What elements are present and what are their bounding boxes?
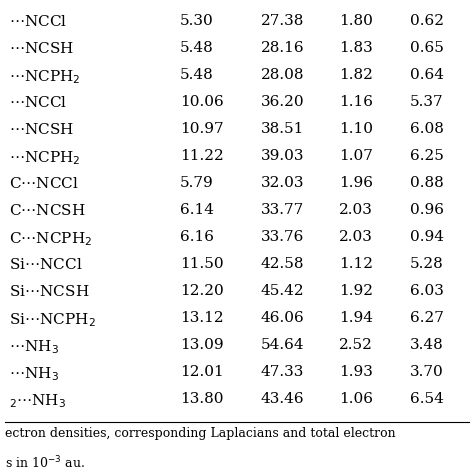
Text: $\cdots$NCPH$_2$: $\cdots$NCPH$_2$ [9,149,81,167]
Text: C$\cdots$NCPH$_2$: C$\cdots$NCPH$_2$ [9,230,93,248]
Text: 1.16: 1.16 [339,95,373,109]
Text: 1.83: 1.83 [339,41,373,55]
Text: 13.09: 13.09 [180,338,224,353]
Text: 1.80: 1.80 [339,14,373,28]
Text: 10.06: 10.06 [180,95,224,109]
Text: $\cdots$NCCl: $\cdots$NCCl [9,14,68,29]
Text: Si$\cdots$NCPH$_2$: Si$\cdots$NCPH$_2$ [9,311,96,329]
Text: 6.16: 6.16 [180,230,214,245]
Text: 33.77: 33.77 [261,203,304,218]
Text: $_2\cdots$NH$_3$: $_2\cdots$NH$_3$ [9,392,67,410]
Text: s in 10$^{-3}$ au.: s in 10$^{-3}$ au. [5,455,85,472]
Text: C$\cdots$NCCl: C$\cdots$NCCl [9,176,80,191]
Text: 42.58: 42.58 [261,257,304,272]
Text: 2.03: 2.03 [339,230,373,245]
Text: 6.03: 6.03 [410,284,444,299]
Text: 47.33: 47.33 [261,365,304,380]
Text: 5.30: 5.30 [180,14,214,28]
Text: 1.07: 1.07 [339,149,373,164]
Text: 36.20: 36.20 [261,95,304,109]
Text: 32.03: 32.03 [261,176,304,191]
Text: $\cdots$NCPH$_2$: $\cdots$NCPH$_2$ [9,68,81,86]
Text: 1.82: 1.82 [339,68,373,82]
Text: 5.28: 5.28 [410,257,444,272]
Text: $\cdots$NH$_3$: $\cdots$NH$_3$ [9,365,59,383]
Text: 43.46: 43.46 [261,392,304,407]
Text: 38.51: 38.51 [261,122,304,137]
Text: 1.96: 1.96 [339,176,373,191]
Text: ectron densities, corresponding Laplacians and total electron: ectron densities, corresponding Laplacia… [5,427,395,439]
Text: 1.12: 1.12 [339,257,373,272]
Text: 5.48: 5.48 [180,41,214,55]
Text: 0.64: 0.64 [410,68,444,82]
Text: 1.10: 1.10 [339,122,373,137]
Text: 2.52: 2.52 [339,338,373,353]
Text: 5.37: 5.37 [410,95,444,109]
Text: 45.42: 45.42 [261,284,304,299]
Text: 28.16: 28.16 [261,41,304,55]
Text: 0.96: 0.96 [410,203,444,218]
Text: 6.14: 6.14 [180,203,214,218]
Text: 11.22: 11.22 [180,149,224,164]
Text: 1.06: 1.06 [339,392,373,407]
Text: 27.38: 27.38 [261,14,304,28]
Text: 1.93: 1.93 [339,365,373,380]
Text: 33.76: 33.76 [261,230,304,245]
Text: 1.94: 1.94 [339,311,373,326]
Text: 54.64: 54.64 [261,338,304,353]
Text: 0.94: 0.94 [410,230,444,245]
Text: 0.88: 0.88 [410,176,444,191]
Text: 5.48: 5.48 [180,68,214,82]
Text: 13.12: 13.12 [180,311,224,326]
Text: 39.03: 39.03 [261,149,304,164]
Text: 3.48: 3.48 [410,338,444,353]
Text: 6.08: 6.08 [410,122,444,137]
Text: 0.62: 0.62 [410,14,444,28]
Text: 12.20: 12.20 [180,284,224,299]
Text: 6.54: 6.54 [410,392,444,407]
Text: 6.27: 6.27 [410,311,444,326]
Text: 0.65: 0.65 [410,41,444,55]
Text: $\cdots$NCCl: $\cdots$NCCl [9,95,68,110]
Text: C$\cdots$NCSH: C$\cdots$NCSH [9,203,86,219]
Text: 3.70: 3.70 [410,365,444,380]
Text: 10.97: 10.97 [180,122,224,137]
Text: 28.08: 28.08 [261,68,304,82]
Text: $\cdots$NCSH: $\cdots$NCSH [9,122,74,137]
Text: 6.25: 6.25 [410,149,444,164]
Text: 1.92: 1.92 [339,284,373,299]
Text: $\cdots$NCSH: $\cdots$NCSH [9,41,74,56]
Text: Si$\cdots$NCSH: Si$\cdots$NCSH [9,284,90,300]
Text: Si$\cdots$NCCl: Si$\cdots$NCCl [9,257,83,273]
Text: 2.03: 2.03 [339,203,373,218]
Text: 13.80: 13.80 [180,392,224,407]
Text: $\cdots$NH$_3$: $\cdots$NH$_3$ [9,338,59,356]
Text: 12.01: 12.01 [180,365,224,380]
Text: 11.50: 11.50 [180,257,224,272]
Text: 46.06: 46.06 [261,311,304,326]
Text: 5.79: 5.79 [180,176,214,191]
